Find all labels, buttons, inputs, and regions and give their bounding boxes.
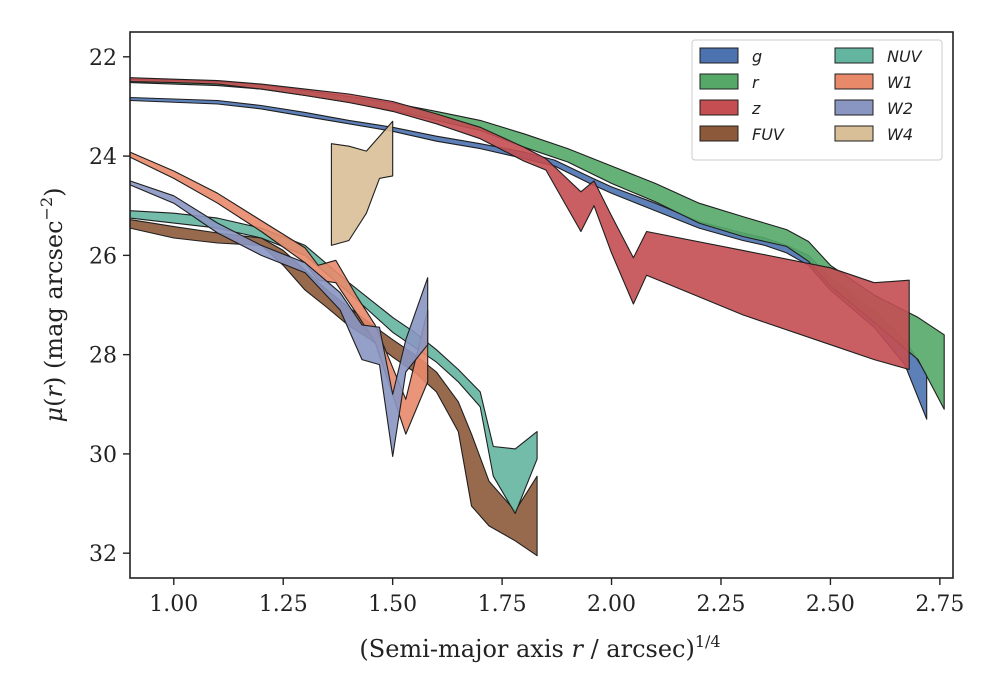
plot-frame bbox=[129, 31, 954, 579]
y-tick-label: 30 bbox=[89, 443, 117, 468]
x-tick-label: 2.00 bbox=[587, 592, 636, 617]
legend-label: W4 bbox=[887, 125, 913, 144]
legend-label: g bbox=[752, 47, 762, 66]
legend-item-z: z bbox=[699, 99, 761, 118]
band-w4 bbox=[330, 120, 394, 246]
legend-label: W2 bbox=[887, 99, 913, 118]
x-tick-label: 2.50 bbox=[806, 592, 855, 617]
y-tick-label: 24 bbox=[89, 145, 117, 170]
legend-swatch bbox=[834, 125, 874, 142]
x-tick-label: 2.25 bbox=[696, 592, 745, 617]
y-axis-ticks: 22 24 26 28 30 32 bbox=[89, 46, 130, 567]
x-tick-label: 1.75 bbox=[478, 592, 527, 617]
legend-label: z bbox=[751, 99, 761, 118]
band-w2 bbox=[129, 180, 429, 457]
legend-label: r bbox=[752, 73, 760, 92]
legend-item-w2: W2 bbox=[834, 99, 913, 118]
x-tick-label: 2.75 bbox=[915, 592, 964, 617]
x-axis-title: (Semi-major axis r / arcsec)1/4 bbox=[359, 632, 720, 663]
legend-swatch bbox=[699, 125, 739, 142]
legend-item-fuv: FUV bbox=[699, 125, 785, 144]
y-tick-label: 32 bbox=[89, 542, 117, 567]
legend-item-nuv: NUV bbox=[834, 47, 923, 66]
legend-swatch bbox=[834, 73, 874, 90]
legend-item-w4: W4 bbox=[834, 125, 913, 144]
legend-frame bbox=[691, 39, 943, 161]
profile-bands bbox=[129, 77, 945, 557]
legend-swatch bbox=[699, 73, 739, 90]
legend: grz FUV NUV W1 W2 W4 bbox=[691, 39, 943, 161]
legend-item-g: g bbox=[699, 47, 762, 66]
legend-label: FUV bbox=[752, 125, 785, 144]
y-axis-title: μ(r) (mag arcsec−2) bbox=[37, 187, 68, 422]
legend-swatch bbox=[699, 99, 739, 116]
y-tick-label: 28 bbox=[89, 344, 117, 369]
legend-item-r: r bbox=[699, 73, 760, 92]
x-tick-label: 1.25 bbox=[259, 592, 308, 617]
x-axis-ticks: 1.00 1.25 1.50 1.75 2.00 2.25 2.50 2.75 bbox=[149, 578, 964, 617]
legend-swatch bbox=[834, 99, 874, 116]
band-z bbox=[129, 77, 910, 371]
legend-swatch bbox=[699, 47, 739, 64]
x-tick-label: 1.00 bbox=[149, 592, 198, 617]
x-tick-label: 1.50 bbox=[368, 592, 417, 617]
legend-item-w1: W1 bbox=[834, 73, 913, 92]
legend-label: NUV bbox=[887, 47, 923, 66]
legend-label: W1 bbox=[887, 73, 913, 92]
legend-swatch bbox=[834, 47, 874, 64]
y-tick-label: 26 bbox=[89, 244, 117, 269]
y-tick-label: 22 bbox=[89, 46, 117, 71]
